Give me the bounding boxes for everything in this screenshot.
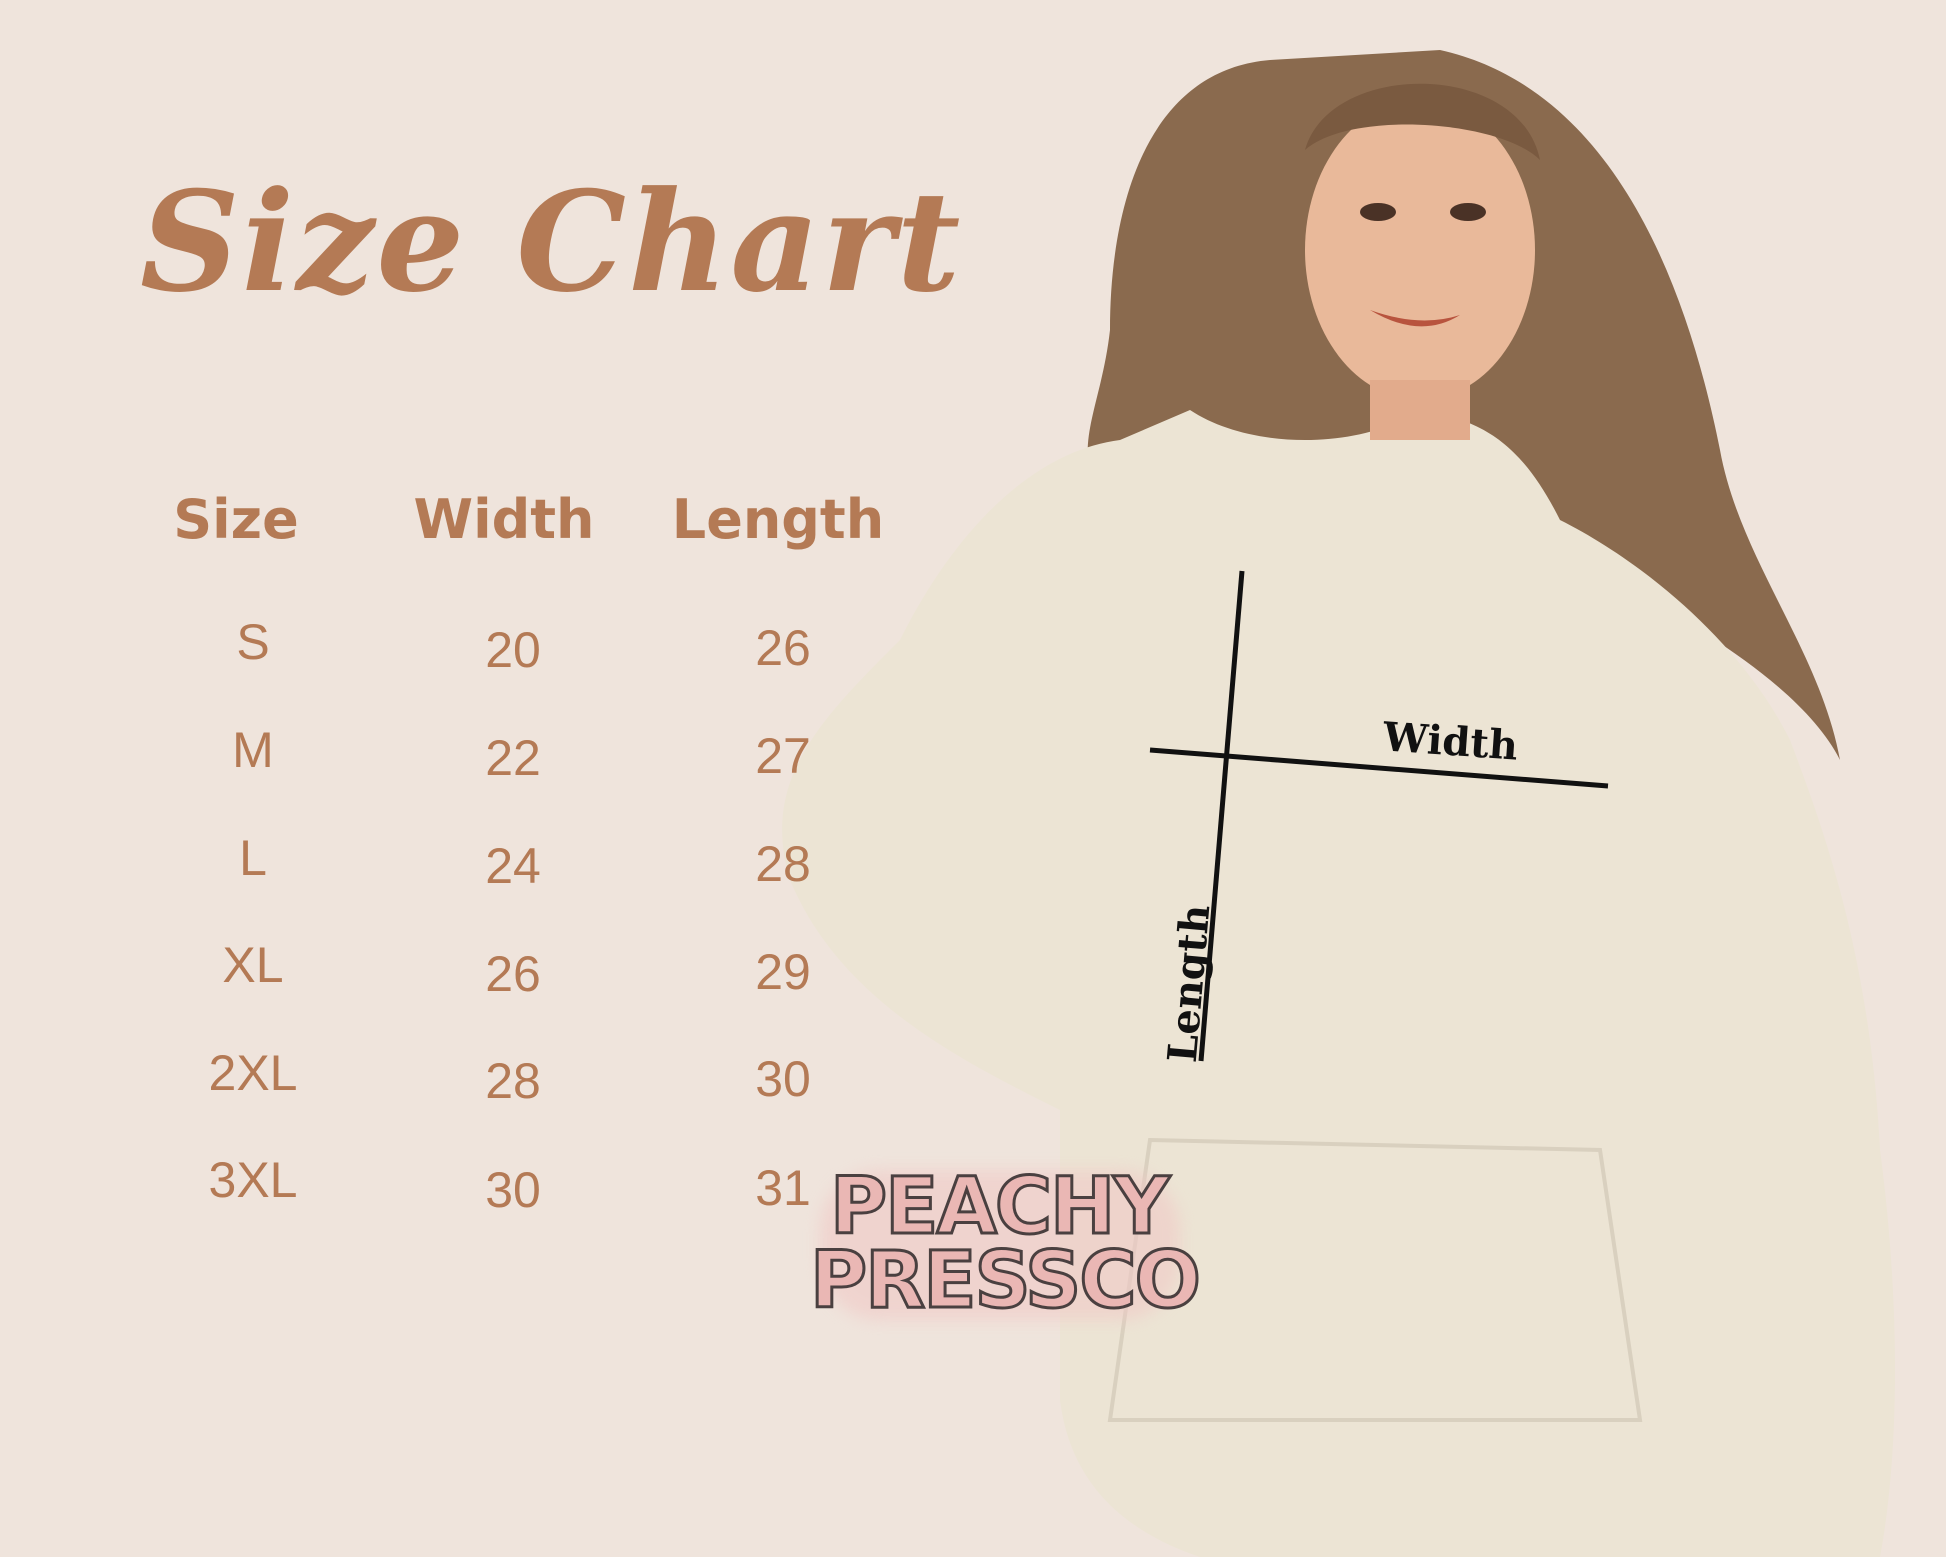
size-cell: L: [239, 830, 267, 886]
length-cell: 29: [755, 944, 811, 1000]
length-cell: 28: [755, 836, 811, 892]
width-cell: 30: [485, 1162, 541, 1218]
size-cell: S: [236, 614, 270, 670]
size-cell: XL: [222, 937, 284, 993]
length-cell: 26: [755, 620, 811, 676]
length-line: [1198, 570, 1245, 1062]
width-cell: 22: [485, 730, 541, 786]
size-cell: 3XL: [208, 1152, 298, 1208]
width-label: Width: [1381, 713, 1520, 770]
width-cell: 20: [485, 622, 541, 678]
watermark-line2: PRESSCO: [809, 1236, 1203, 1326]
watermark-logo: PEACHY PRESSCO: [809, 1160, 1203, 1322]
width-cell: 26: [485, 946, 541, 1002]
face: [1305, 100, 1535, 400]
header-width: Width: [413, 488, 595, 551]
length-cell: 31: [755, 1160, 811, 1216]
width-cell: 28: [485, 1053, 541, 1109]
header-length: Length: [671, 488, 885, 551]
length-cell: 27: [755, 728, 811, 784]
header-size: Size: [173, 488, 299, 551]
length-cell: 30: [755, 1051, 811, 1107]
width-cell: 24: [485, 838, 541, 894]
width-line: [1149, 747, 1609, 789]
watermark-line1: PEACHY: [829, 1162, 1172, 1252]
page-title: Size Chart: [140, 160, 963, 323]
size-cell: M: [232, 722, 274, 778]
size-cell: 2XL: [208, 1045, 298, 1101]
